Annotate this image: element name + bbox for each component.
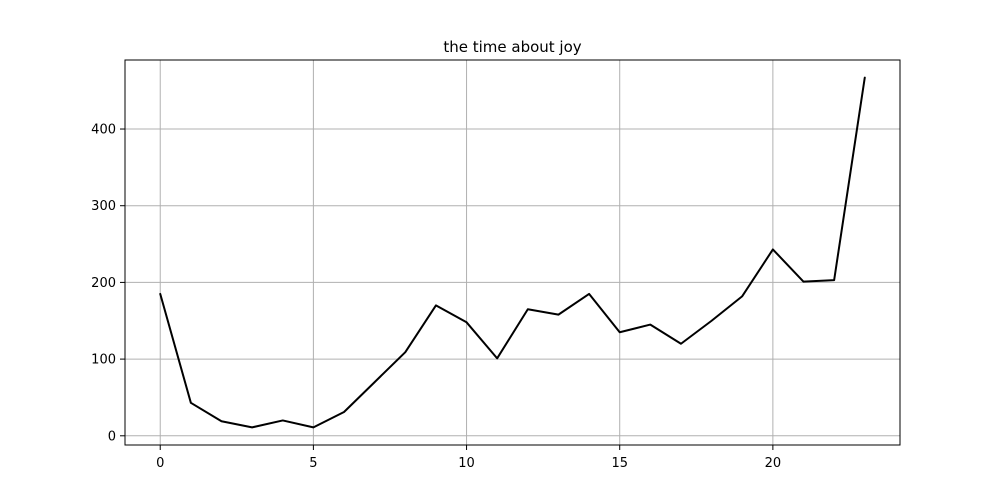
grid bbox=[125, 60, 900, 445]
series-layer bbox=[159, 76, 866, 429]
y-tick-label: 100 bbox=[91, 353, 116, 368]
x-tick-label: 15 bbox=[611, 456, 628, 471]
y-tick-label: 0 bbox=[108, 429, 116, 444]
y-tick-label: 400 bbox=[91, 123, 116, 138]
y-tick-label: 300 bbox=[91, 199, 116, 214]
x-tick-label: 10 bbox=[458, 456, 475, 471]
x-tick-label: 5 bbox=[309, 456, 317, 471]
chart-title: the time about joy bbox=[443, 38, 581, 56]
x-tick-label: 20 bbox=[765, 456, 782, 471]
y-tick-label: 200 bbox=[91, 276, 116, 291]
series-line bbox=[159, 76, 866, 429]
plot-area-frame bbox=[124, 59, 901, 446]
x-tick-label: 0 bbox=[156, 456, 164, 471]
